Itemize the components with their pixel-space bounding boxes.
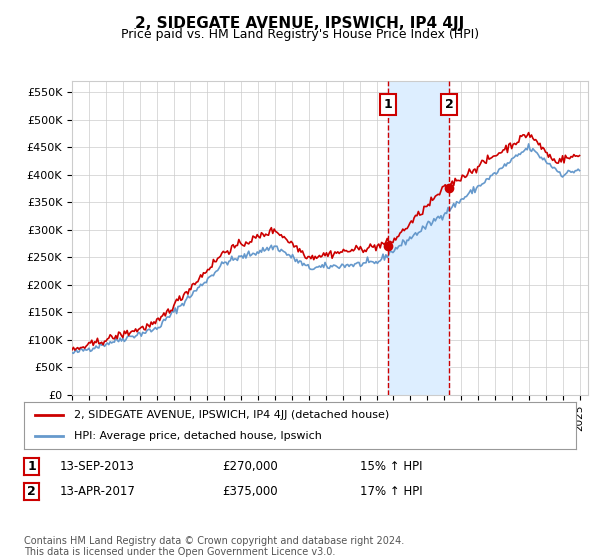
Text: 15% ↑ HPI: 15% ↑ HPI [360, 460, 422, 473]
Text: 2: 2 [445, 98, 454, 111]
Text: £375,000: £375,000 [222, 484, 278, 498]
Text: 1: 1 [27, 460, 36, 473]
Text: HPI: Average price, detached house, Ipswich: HPI: Average price, detached house, Ipsw… [74, 431, 322, 441]
Bar [388, 81, 449, 395]
Text: 13-SEP-2013: 13-SEP-2013 [60, 460, 135, 473]
Text: 17% ↑ HPI: 17% ↑ HPI [360, 484, 422, 498]
Text: Price paid vs. HM Land Registry's House Price Index (HPI): Price paid vs. HM Land Registry's House … [121, 28, 479, 41]
Text: £270,000: £270,000 [222, 460, 278, 473]
Text: 1: 1 [384, 98, 393, 111]
Text: 2: 2 [27, 484, 36, 498]
Text: 2, SIDEGATE AVENUE, IPSWICH, IP4 4JJ: 2, SIDEGATE AVENUE, IPSWICH, IP4 4JJ [136, 16, 464, 31]
Text: Contains HM Land Registry data © Crown copyright and database right 2024.
This d: Contains HM Land Registry data © Crown c… [24, 535, 404, 557]
Text: 2, SIDEGATE AVENUE, IPSWICH, IP4 4JJ (detached house): 2, SIDEGATE AVENUE, IPSWICH, IP4 4JJ (de… [74, 410, 389, 420]
Text: 13-APR-2017: 13-APR-2017 [60, 484, 136, 498]
